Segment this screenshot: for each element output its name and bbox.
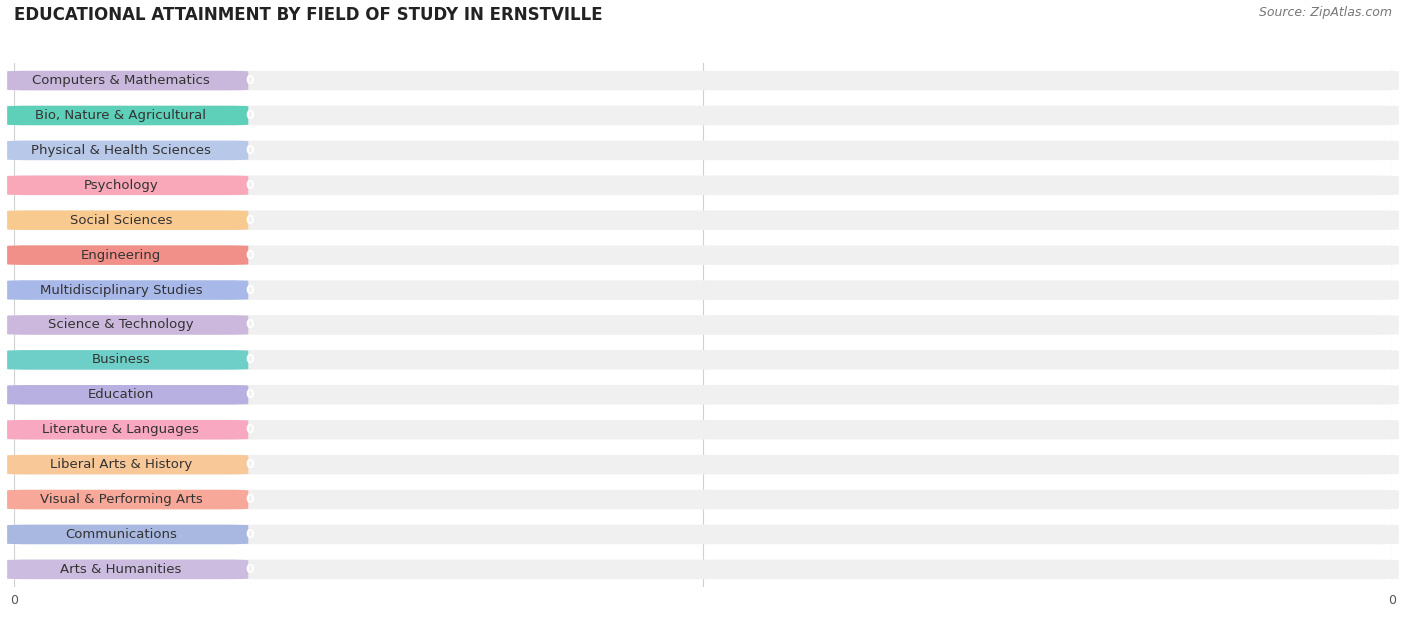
FancyBboxPatch shape (7, 525, 249, 544)
FancyBboxPatch shape (7, 245, 1399, 265)
Text: Source: ZipAtlas.com: Source: ZipAtlas.com (1258, 6, 1392, 20)
FancyBboxPatch shape (7, 280, 249, 300)
FancyBboxPatch shape (7, 420, 249, 439)
Text: Psychology: Psychology (83, 179, 159, 192)
FancyBboxPatch shape (7, 385, 1399, 404)
Text: 0: 0 (246, 563, 254, 576)
Text: 0: 0 (246, 179, 254, 192)
FancyBboxPatch shape (7, 420, 1399, 439)
Text: Education: Education (87, 388, 155, 401)
Text: Multidisciplinary Studies: Multidisciplinary Studies (39, 283, 202, 297)
Text: EDUCATIONAL ATTAINMENT BY FIELD OF STUDY IN ERNSTVILLE: EDUCATIONAL ATTAINMENT BY FIELD OF STUDY… (14, 6, 603, 25)
Text: Bio, Nature & Agricultural: Bio, Nature & Agricultural (35, 109, 207, 122)
Text: Liberal Arts & History: Liberal Arts & History (49, 458, 193, 471)
FancyBboxPatch shape (7, 525, 1399, 544)
FancyBboxPatch shape (7, 280, 1399, 300)
FancyBboxPatch shape (7, 141, 1399, 160)
FancyBboxPatch shape (7, 245, 249, 265)
Text: 0: 0 (246, 144, 254, 157)
FancyBboxPatch shape (7, 175, 249, 195)
FancyBboxPatch shape (7, 211, 1399, 230)
Text: Visual & Performing Arts: Visual & Performing Arts (39, 493, 202, 506)
FancyBboxPatch shape (7, 455, 249, 475)
Text: Social Sciences: Social Sciences (70, 214, 172, 227)
Text: 0: 0 (246, 528, 254, 541)
FancyBboxPatch shape (7, 71, 1399, 90)
FancyBboxPatch shape (7, 350, 1399, 370)
FancyBboxPatch shape (7, 175, 1399, 195)
Text: 0: 0 (246, 458, 254, 471)
FancyBboxPatch shape (7, 385, 249, 404)
Text: Literature & Languages: Literature & Languages (42, 423, 200, 436)
FancyBboxPatch shape (7, 106, 1399, 125)
Text: 0: 0 (246, 283, 254, 297)
FancyBboxPatch shape (7, 316, 1399, 334)
FancyBboxPatch shape (7, 316, 249, 334)
Text: Engineering: Engineering (80, 249, 162, 262)
Text: 0: 0 (246, 109, 254, 122)
FancyBboxPatch shape (7, 490, 249, 509)
Text: 0: 0 (246, 214, 254, 227)
FancyBboxPatch shape (7, 71, 249, 90)
Text: 0: 0 (246, 388, 254, 401)
Text: Science & Technology: Science & Technology (48, 319, 194, 331)
FancyBboxPatch shape (7, 560, 1399, 579)
Text: 0: 0 (246, 319, 254, 331)
Text: Business: Business (91, 353, 150, 367)
Text: Physical & Health Sciences: Physical & Health Sciences (31, 144, 211, 157)
FancyBboxPatch shape (7, 106, 249, 125)
FancyBboxPatch shape (7, 211, 249, 230)
Text: 0: 0 (246, 423, 254, 436)
Text: 0: 0 (246, 74, 254, 87)
FancyBboxPatch shape (7, 560, 249, 579)
Text: 0: 0 (246, 353, 254, 367)
Text: Arts & Humanities: Arts & Humanities (60, 563, 181, 576)
FancyBboxPatch shape (7, 141, 249, 160)
Text: 0: 0 (246, 493, 254, 506)
FancyBboxPatch shape (7, 490, 1399, 509)
Text: 0: 0 (246, 249, 254, 262)
FancyBboxPatch shape (7, 455, 1399, 475)
FancyBboxPatch shape (7, 350, 249, 370)
Text: Computers & Mathematics: Computers & Mathematics (32, 74, 209, 87)
Text: Communications: Communications (65, 528, 177, 541)
